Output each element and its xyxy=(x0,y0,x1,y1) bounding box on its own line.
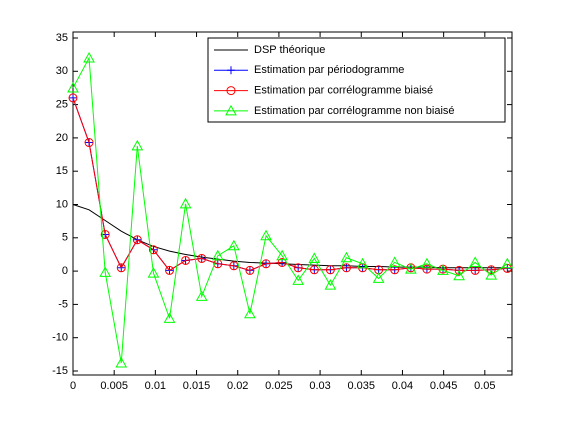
y-tick-label: 0 xyxy=(62,265,68,277)
data-point xyxy=(67,81,79,93)
legend-label: DSP théorique xyxy=(254,44,325,56)
y-tick-label: 30 xyxy=(56,65,68,77)
y-tick-label: 25 xyxy=(56,99,68,111)
data-point xyxy=(453,269,465,281)
data-point xyxy=(421,257,433,269)
data-point xyxy=(422,264,432,274)
data-point xyxy=(261,259,271,269)
legend-label: Estimation par corrélogramme non biaisé xyxy=(254,105,455,117)
data-point xyxy=(116,263,126,273)
x-tick-label: 0.005 xyxy=(100,380,128,392)
data-point xyxy=(100,229,110,239)
data-point xyxy=(372,272,385,283)
data-point xyxy=(260,229,272,241)
data-point xyxy=(341,263,351,273)
x-tick-label: 0.04 xyxy=(392,380,413,392)
data-point xyxy=(405,263,417,274)
data-point xyxy=(197,253,207,263)
data-point xyxy=(292,274,305,285)
data-point xyxy=(324,279,337,290)
data-point xyxy=(486,265,496,275)
data-point xyxy=(276,249,288,261)
y-tick-label: -10 xyxy=(52,332,68,344)
y-tick-label: 5 xyxy=(62,232,68,244)
data-point xyxy=(115,356,128,368)
data-point xyxy=(163,312,176,323)
x-tick-label: 0.01 xyxy=(145,380,166,392)
data-point xyxy=(437,264,449,275)
x-tick-label: 0.02 xyxy=(227,380,248,392)
data-point xyxy=(179,197,192,209)
x-tick-label: 0.045 xyxy=(430,380,458,392)
data-point xyxy=(502,263,512,273)
data-point xyxy=(309,265,319,275)
data-point xyxy=(195,290,208,301)
data-point xyxy=(308,252,321,263)
legend-label: Estimation par corrélogramme biaisé xyxy=(254,85,433,97)
data-point xyxy=(99,266,112,277)
series-line xyxy=(72,56,508,364)
data-point xyxy=(132,235,142,245)
x-tick-label: 0.025 xyxy=(265,380,293,392)
data-point xyxy=(485,269,498,280)
data-point xyxy=(211,249,224,261)
data-point xyxy=(325,265,335,275)
data-point xyxy=(340,251,353,263)
series-line xyxy=(72,97,508,272)
data-point xyxy=(356,257,369,269)
data-point xyxy=(131,139,144,151)
legend-marker xyxy=(225,104,237,116)
y-tick-label: -5 xyxy=(58,298,68,310)
x-tick-label: 0.035 xyxy=(348,380,376,392)
data-point xyxy=(293,263,303,273)
x-tick-label: 0.03 xyxy=(309,380,330,392)
data-point xyxy=(469,256,482,267)
y-tick-label: 10 xyxy=(56,198,68,210)
data-point xyxy=(147,267,160,278)
data-point xyxy=(148,245,158,255)
x-tick-label: 0.015 xyxy=(183,380,211,392)
data-point xyxy=(245,265,255,275)
data-point xyxy=(244,307,256,319)
data-point xyxy=(165,265,175,275)
legend-marker xyxy=(226,86,236,96)
data-point xyxy=(229,261,239,271)
legend-marker xyxy=(227,66,235,75)
data-point xyxy=(181,255,191,265)
legend-label: Estimation par périodogramme xyxy=(254,64,404,76)
data-point xyxy=(83,51,95,63)
data-point xyxy=(390,265,400,275)
data-point xyxy=(388,256,401,267)
legend-box xyxy=(207,37,506,123)
y-tick-label: -15 xyxy=(52,365,68,377)
y-tick-label: 35 xyxy=(56,32,68,44)
y-tick-label: 15 xyxy=(56,165,68,177)
data-point xyxy=(84,138,94,148)
y-tick-label: 20 xyxy=(56,132,68,144)
x-tick-label: 0.05 xyxy=(474,380,495,392)
data-point xyxy=(68,93,78,103)
data-point xyxy=(501,257,514,269)
data-point xyxy=(228,239,240,251)
data-point xyxy=(454,265,464,275)
x-tick-label: 0 xyxy=(70,380,76,392)
